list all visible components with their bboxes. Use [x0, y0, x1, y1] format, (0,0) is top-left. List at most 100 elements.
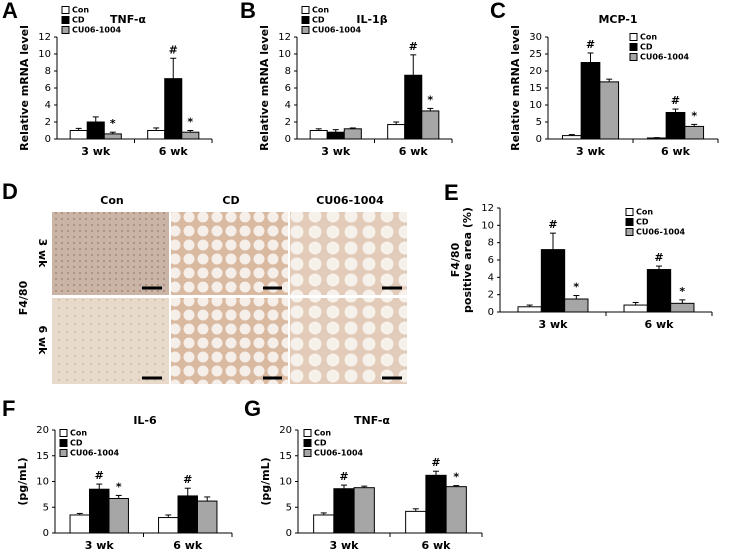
bar — [69, 130, 88, 140]
legend-label: CD — [70, 439, 83, 448]
bar — [158, 517, 179, 534]
y-tick-label: 0 — [285, 134, 291, 145]
y-tick-label: 12 — [278, 32, 291, 43]
bar — [623, 304, 648, 313]
legend-label: CD — [72, 16, 85, 25]
panel-letter: A — [2, 0, 18, 23]
x-tick-label: 3 wk — [576, 145, 606, 158]
column-label: CU06-1004 — [316, 194, 384, 207]
x-tick-label: 6 wk — [661, 145, 691, 158]
y-tick-label: 8 — [45, 66, 51, 77]
bar — [387, 124, 406, 140]
legend-swatch — [625, 228, 634, 236]
y-tick-label: 8 — [285, 66, 291, 77]
stain-label: F4/80 — [17, 280, 30, 315]
legend-swatch — [625, 218, 634, 226]
bar — [517, 306, 542, 313]
significance-mark: # — [431, 456, 440, 469]
x-tick-label: 6 wk — [159, 145, 189, 158]
y-tick-label: 2 — [488, 290, 494, 301]
significance-mark: * — [573, 281, 579, 294]
bar — [580, 62, 601, 140]
bar — [108, 497, 129, 534]
legend-label: CD — [314, 439, 327, 448]
chart-title: TNF-α — [354, 414, 390, 427]
legend-swatch — [301, 16, 310, 24]
bar — [561, 135, 582, 140]
significance-mark: * — [187, 116, 193, 129]
y-axis-label: Relative mRNA level — [18, 25, 31, 151]
legend-label: Con — [72, 6, 89, 15]
y-axis-label: positive area (%) — [461, 207, 474, 313]
bar — [333, 488, 355, 534]
chart-title: TNF-α — [110, 13, 146, 26]
bar — [599, 81, 620, 140]
bar — [69, 514, 91, 534]
row-label: 3 wk — [36, 239, 49, 269]
bar — [425, 474, 447, 534]
y-tick-label: 10 — [38, 49, 51, 60]
scale-bars — [142, 286, 402, 380]
bar — [646, 269, 672, 313]
y-axis-label: F4/80 — [449, 242, 462, 277]
bar — [103, 133, 122, 140]
y-tick-label: 8 — [488, 238, 494, 249]
bar — [540, 249, 566, 313]
legend-label: CU06-1004 — [640, 53, 690, 62]
legend-label: CD — [312, 16, 325, 25]
chart-title: IL-6 — [133, 414, 157, 427]
x-tick-label: 6 wk — [173, 539, 203, 552]
panel-letter: F — [2, 396, 15, 421]
legend-label: CU06-1004 — [312, 26, 362, 35]
y-tick-label: 12 — [38, 32, 51, 43]
legend-swatch — [629, 33, 638, 41]
y-tick-label: 15 — [36, 451, 49, 462]
y-axis-label: Relative mRNA level — [509, 25, 522, 151]
legend-swatch — [301, 26, 310, 34]
x-tick-label: 3 wk — [81, 145, 111, 158]
panel-letter: G — [244, 396, 261, 421]
bar-chart: B IL-1β Relative mRNA level 0 2 4 6 8 10 12 3 wk 6 … — [240, 0, 453, 158]
significance-mark: * — [679, 285, 685, 298]
panel-letter: C — [490, 0, 506, 23]
bar-chart: A TNF-α Relative mRNA level 0 2 4 6 8 10 12 3 wk * 6… — [2, 0, 213, 158]
y-tick-label: 2 — [45, 117, 51, 128]
legend-swatch — [61, 6, 70, 14]
legend-label: CU06-1004 — [636, 228, 686, 237]
legend-label: CD — [640, 43, 653, 52]
bar — [343, 128, 362, 140]
y-tick-label: 6 — [488, 255, 494, 266]
y-tick-label: 6 — [45, 83, 51, 94]
micrograph — [52, 298, 169, 384]
legend-label: CU06-1004 — [72, 26, 122, 35]
legend-swatch — [303, 449, 312, 457]
bar-chart: E F4/80 positive area (%) 0 2 4 6 8 10 12 3 wk # * 6 … — [444, 180, 713, 331]
legend-label: CU06-1004 — [70, 449, 120, 458]
significance-mark: # — [671, 94, 680, 107]
legend-swatch — [59, 449, 68, 457]
legend-label: CD — [636, 218, 649, 227]
legend-label: CU06-1004 — [314, 449, 364, 458]
micrograph — [290, 212, 407, 295]
y-tick-label: 0 — [45, 134, 51, 145]
significance-mark: # — [548, 218, 557, 231]
bar — [89, 488, 110, 534]
micrograph — [290, 298, 407, 384]
y-tick-label: 12 — [481, 203, 494, 214]
column-label: CD — [222, 194, 239, 207]
y-tick-label: 20 — [279, 425, 292, 436]
legend-label: Con — [636, 208, 653, 217]
micrograph — [171, 212, 288, 295]
y-tick-label: 15 — [279, 451, 292, 462]
y-tick-label: 10 — [278, 49, 291, 60]
panel-letter: E — [444, 180, 459, 205]
bar-chart: G TNF-α (pg/mL) 0 5 10 15 20 3 wk #6 wk # * ConCDCU0… — [244, 396, 483, 552]
y-tick-label: 10 — [529, 100, 542, 111]
legend-label: Con — [640, 33, 657, 42]
legend-label: Con — [312, 6, 329, 15]
y-tick-label: 10 — [481, 220, 494, 231]
significance-mark: # — [409, 40, 418, 53]
significance-mark: # — [183, 473, 192, 486]
x-tick-label: 6 wk — [399, 145, 429, 158]
